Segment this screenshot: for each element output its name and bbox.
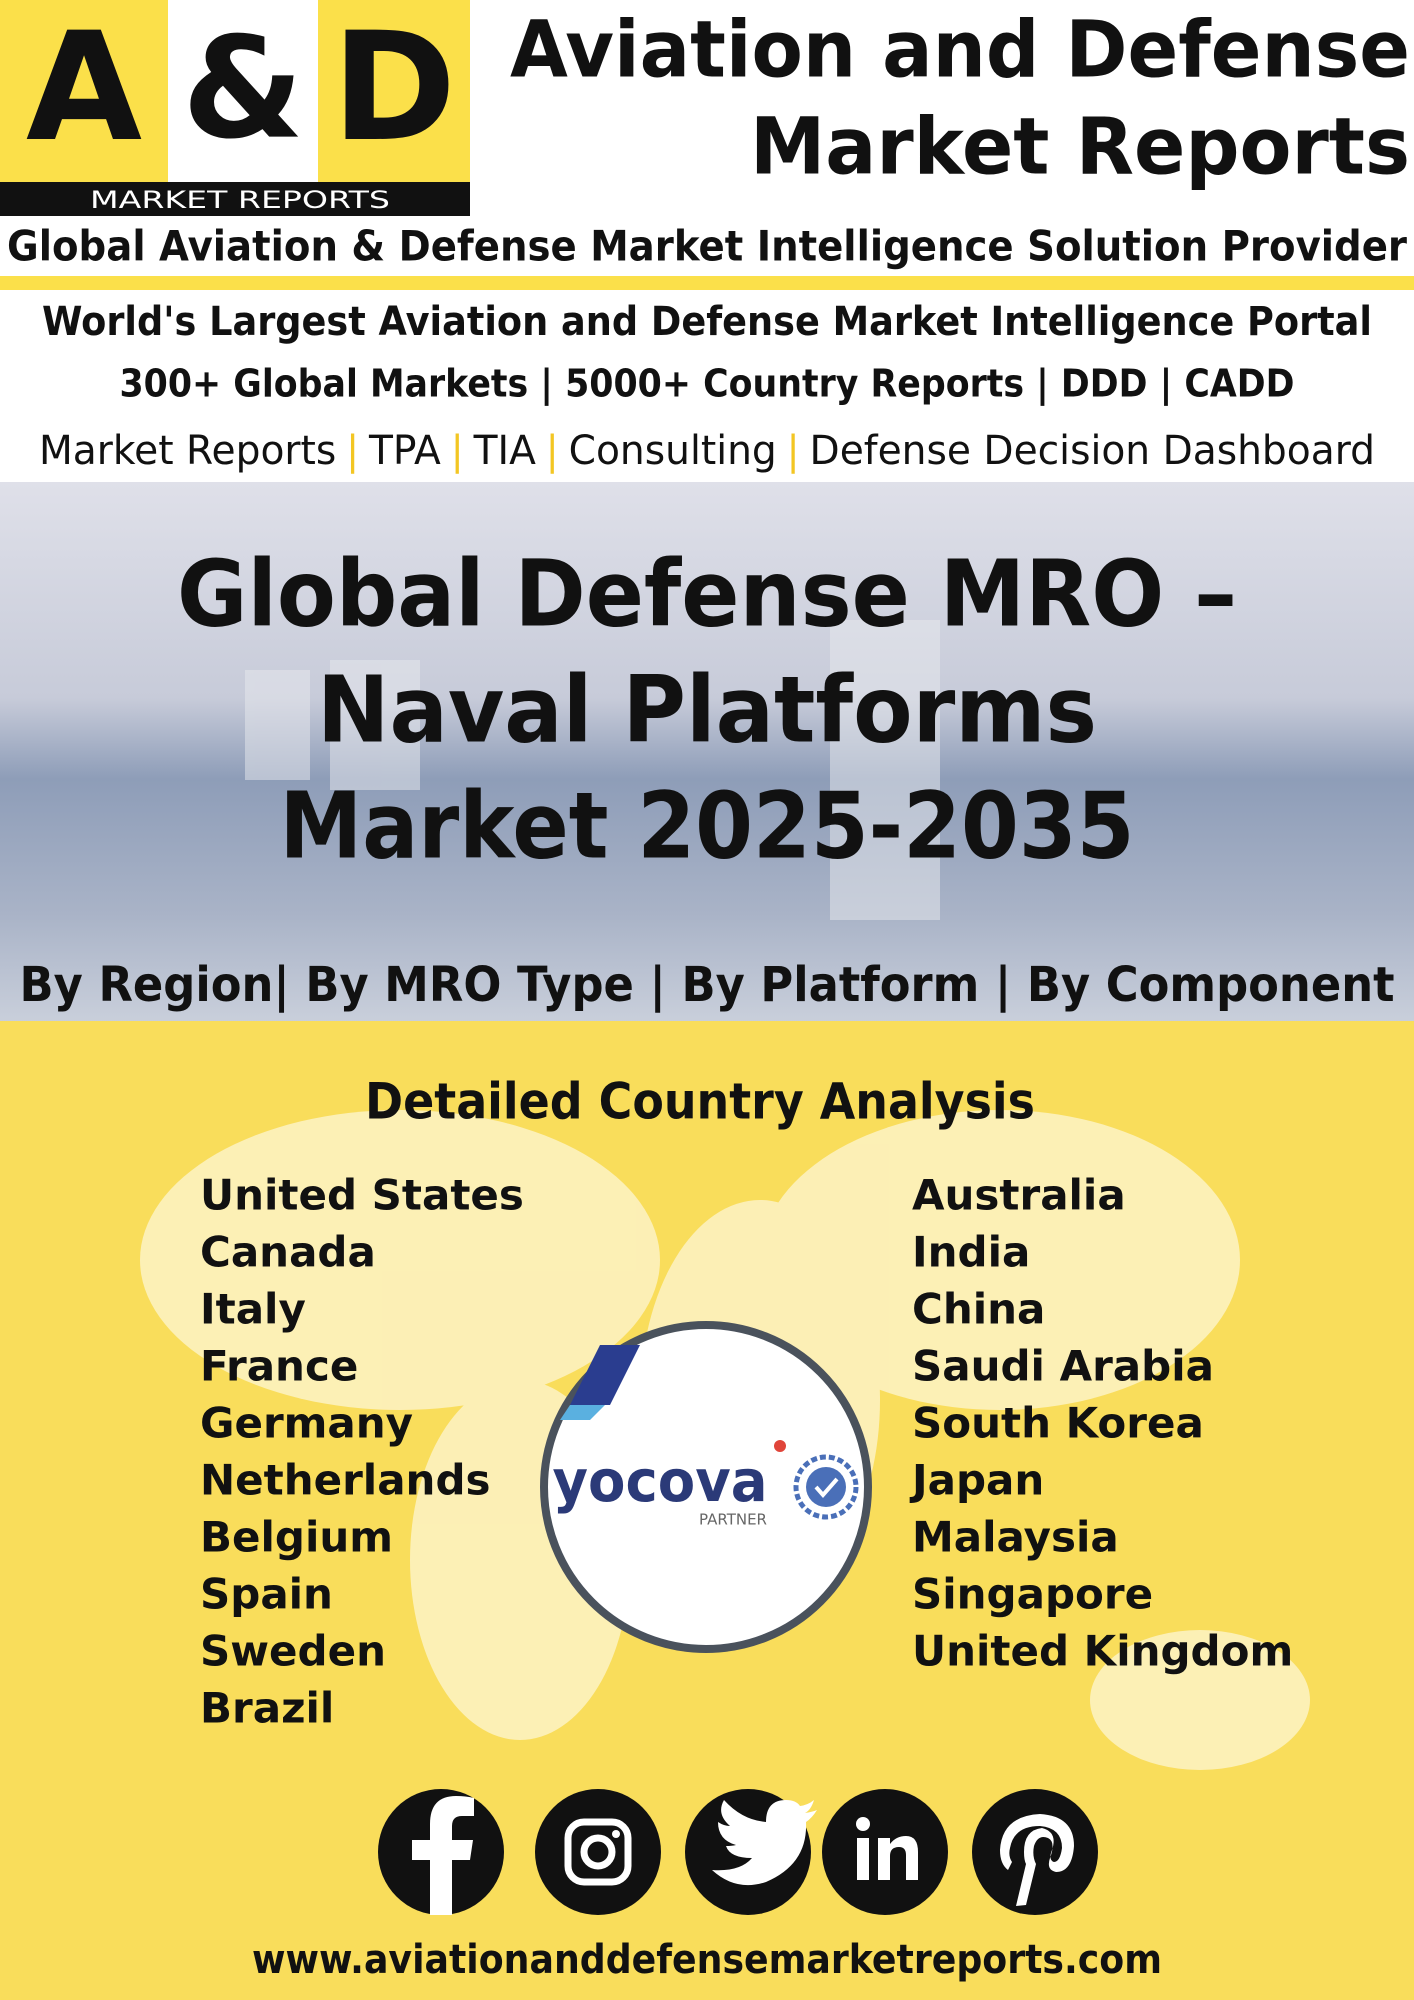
- website[interactable]: www.aviationanddefensemarketreports.com: [252, 1937, 1162, 1983]
- icon-glyph: [878, 1836, 918, 1880]
- country-list: Australia India China Saudi Arabia South Kor…: [909, 1171, 1293, 1676]
- header-title: Aviation and Defense: [510, 5, 1410, 95]
- country: Spain: [200, 1570, 333, 1619]
- country-list: United States Canada Italy France Germany Net…: [200, 1171, 524, 1733]
- badge-circle: [540, 1321, 872, 1653]
- separator: |: [546, 428, 559, 474]
- header-bg: [0, 0, 1414, 482]
- services: Market Reports| TPA | TIA | Consulting | Defens…: [39, 428, 1375, 474]
- country: Australia: [912, 1171, 1126, 1220]
- country: Singapore: [912, 1570, 1153, 1619]
- continent: [140, 1110, 660, 1410]
- social-icons: [378, 1789, 1098, 1915]
- logo-subtitle: MARKET REPORTS: [90, 186, 390, 214]
- banner-title: Market 2025-2035: [280, 772, 1135, 879]
- icon-glyph: [857, 1838, 869, 1880]
- icon-glyph: [612, 1830, 620, 1838]
- logo-bar: [0, 182, 470, 216]
- separator: |: [346, 428, 359, 474]
- icon-glyph: [1000, 1814, 1074, 1906]
- icon-glyph: [712, 1800, 817, 1886]
- badge-shape: [560, 1405, 605, 1420]
- icon-glyph: [412, 1796, 474, 1915]
- country: United Kingdom: [912, 1627, 1293, 1676]
- country: France: [200, 1342, 358, 1391]
- countries-heading: Detailed Country Analysis: [365, 1073, 1035, 1131]
- service: TPA: [368, 428, 441, 474]
- banner-bg: [0, 482, 1414, 1022]
- tagline: Global Aviation & Defense Market Intelli…: [7, 222, 1407, 271]
- badge-shape: [570, 1345, 640, 1405]
- logo-box: [0, 0, 168, 182]
- portal-stats: 300+ Global Markets | 5000+ Country Repo…: [120, 362, 1295, 407]
- logo-letter: A: [26, 1, 142, 175]
- country: China: [912, 1285, 1045, 1334]
- country: Sweden: [200, 1627, 386, 1676]
- country: Brazil: [200, 1684, 334, 1733]
- segments: By Region| By MRO Type | By Platform | B…: [20, 957, 1395, 1013]
- logo-box: [318, 0, 470, 182]
- country: Japan: [909, 1456, 1044, 1505]
- facebook-icon[interactable]: [378, 1789, 504, 1915]
- country: Germany: [200, 1399, 413, 1448]
- ship: [330, 660, 420, 790]
- separator: |: [451, 428, 464, 474]
- country: Canada: [200, 1228, 376, 1277]
- service: Market Reports: [39, 428, 336, 474]
- badge-seal: [806, 1467, 846, 1507]
- country: Belgium: [200, 1513, 393, 1562]
- service: TIA: [473, 428, 537, 474]
- badge-check: [814, 1477, 839, 1499]
- country: United States: [200, 1171, 524, 1220]
- country: Malaysia: [912, 1513, 1119, 1562]
- logo-letter: &: [182, 8, 304, 171]
- twitter-icon[interactable]: [685, 1789, 817, 1915]
- country: Saudi Arabia: [912, 1342, 1214, 1391]
- service: Defense Decision Dashboard: [810, 428, 1375, 474]
- icon-glyph: [580, 1834, 616, 1870]
- ship: [830, 620, 940, 920]
- separator: |: [787, 428, 800, 474]
- portal-headline: World's Largest Aviation and Defense Mar…: [42, 299, 1372, 345]
- continent: [1090, 1630, 1310, 1770]
- icon-bg: [535, 1789, 661, 1915]
- ship: [245, 670, 310, 780]
- country: India: [912, 1228, 1030, 1277]
- icon-glyph: [856, 1817, 870, 1831]
- logo-letter: D: [332, 1, 457, 175]
- country: South Korea: [912, 1399, 1204, 1448]
- header-title: Market Reports: [750, 102, 1410, 192]
- logo: A & D MARKET REPORTS: [0, 0, 470, 216]
- badge-dot: [774, 1440, 786, 1452]
- icon-bg: [972, 1789, 1098, 1915]
- banner-title: Global Defense MRO –: [177, 540, 1237, 647]
- partner-name: yocova: [553, 1447, 768, 1515]
- instagram-icon[interactable]: [535, 1789, 661, 1915]
- partner-badge: yocova PARTNER: [540, 1321, 872, 1653]
- divider: [0, 276, 1414, 290]
- continent: [760, 1110, 1240, 1410]
- linkedin-icon[interactable]: [822, 1789, 948, 1915]
- country: Netherlands: [200, 1456, 491, 1505]
- ship-silhouettes: [245, 620, 940, 920]
- icon-glyph: [564, 1818, 632, 1886]
- service: Consulting: [569, 428, 777, 474]
- pinterest-icon[interactable]: [972, 1789, 1098, 1915]
- partner-label: PARTNER: [699, 1511, 767, 1529]
- country: Italy: [200, 1285, 306, 1334]
- banner-title: Naval Platforms: [317, 656, 1097, 763]
